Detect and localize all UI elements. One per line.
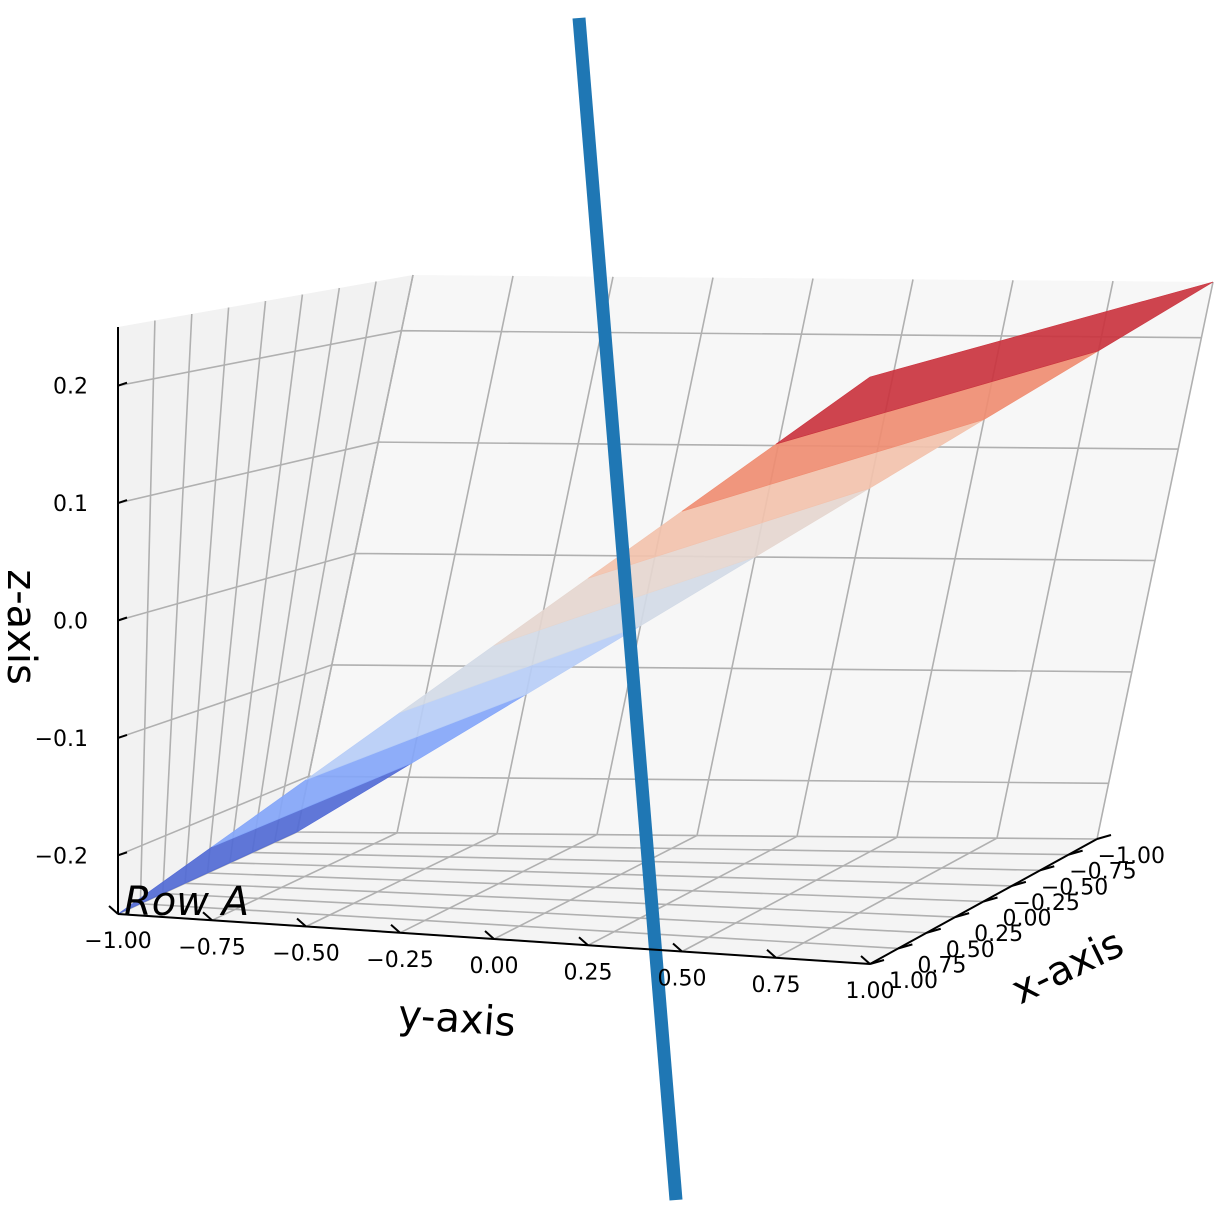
- x-tick-label: 0.50: [946, 938, 995, 963]
- side-pane: [118, 275, 413, 914]
- tick-labels: −1.00 −0.75 −0.50 −0.25 0.00 0.25 0.50 0.75 1.00…: [35, 375, 1165, 1004]
- x-tick-label: −1.00: [1098, 844, 1165, 869]
- axes: [108, 327, 1112, 965]
- x-tick: [926, 927, 942, 934]
- y-tick-label: 0.75: [752, 973, 801, 998]
- surface-plot: [117, 281, 1214, 915]
- annotation-text: Row A: [124, 879, 249, 925]
- x-tick-label: 1.00: [889, 969, 938, 994]
- y-tick-label: −0.75: [178, 935, 245, 960]
- x-tick-label: 0.75: [917, 953, 966, 978]
- y-tick: [860, 955, 871, 965]
- series-line: [572, 17, 683, 1201]
- x-tick: [1011, 880, 1027, 887]
- x-axis-label: x-axis: [1004, 921, 1130, 1014]
- z-tick-label: 0.2: [53, 375, 88, 400]
- x-tick: [954, 912, 970, 919]
- x-tick: [1039, 865, 1055, 872]
- x-tick: [1096, 834, 1112, 840]
- z-tick: [117, 381, 128, 387]
- z-tick-label: 0.0: [53, 610, 88, 635]
- y-tick: [484, 930, 495, 940]
- y-tick-label: 1.00: [846, 979, 895, 1004]
- grid-line-z: [117, 552, 1156, 622]
- y-tick-label: −1.00: [84, 929, 151, 954]
- z-tick: [117, 733, 128, 739]
- x-tick-label: −0.25: [1012, 891, 1079, 916]
- z-tick-label: −0.1: [35, 727, 88, 752]
- y-tick: [672, 942, 683, 953]
- y-tick-label: −0.25: [366, 948, 433, 973]
- x-tick: [983, 896, 998, 903]
- y-tick-label: 0.25: [564, 960, 613, 985]
- y-tick-label: 0.50: [658, 967, 707, 992]
- x-tick: [898, 943, 913, 950]
- z-tick: [117, 616, 128, 622]
- surface-band: [775, 281, 1214, 445]
- y-axis-label: y-axis: [397, 992, 517, 1046]
- x-tick-label: −0.50: [1041, 875, 1108, 900]
- z-axis-label: z-axis: [0, 569, 44, 685]
- z-tick-label: −0.2: [35, 844, 88, 869]
- x-tick-label: −0.75: [1069, 860, 1136, 885]
- y-tick: [766, 949, 777, 959]
- grid-line-z: [117, 329, 1202, 387]
- y-tick: [202, 911, 213, 921]
- grid-line-z: [117, 775, 1109, 857]
- x-tick: [1068, 849, 1083, 856]
- y-tick: [578, 936, 589, 946]
- y-tick: [390, 924, 401, 934]
- y-tick: [108, 905, 119, 915]
- grid-line-z: [117, 664, 1132, 739]
- y-tick-label: 0.00: [470, 954, 519, 979]
- y-tick-label: −0.50: [272, 942, 339, 967]
- x-tick: [869, 959, 885, 965]
- z-tick: [117, 499, 128, 505]
- floor-pane: [118, 832, 1097, 964]
- x-tick-label: 0.25: [974, 922, 1023, 947]
- z-tick: [117, 851, 128, 857]
- y-tick: [296, 917, 307, 928]
- x-tick-label: 0.00: [1003, 907, 1052, 932]
- z-tick-label: 0.1: [53, 492, 88, 517]
- line-series: [572, 17, 683, 1201]
